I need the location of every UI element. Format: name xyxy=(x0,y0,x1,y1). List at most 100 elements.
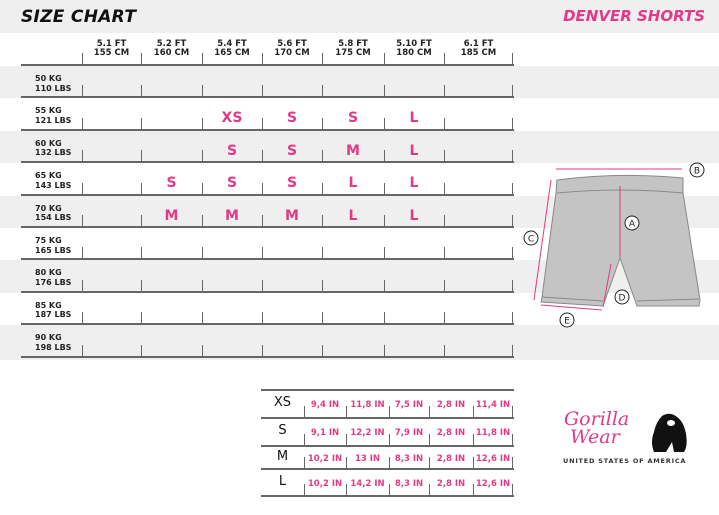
size-cell xyxy=(141,131,202,162)
height-ft: 5.1 FT xyxy=(96,39,127,49)
measurement-table-top-rule xyxy=(261,389,514,391)
size-cell: L xyxy=(322,163,384,194)
size-cell: S xyxy=(141,163,202,194)
weight-row: 80 KG 176 LBS xyxy=(21,260,514,293)
height-cm: 160 CM xyxy=(153,48,190,58)
weight-lbs: 176 LBS xyxy=(35,277,72,287)
row-band xyxy=(0,66,719,99)
measurement-value: 8,3 IN xyxy=(389,470,429,495)
weight-label: 85 KG 187 LBS xyxy=(35,301,71,320)
size-cell xyxy=(444,131,513,162)
height-cm: 180 CM xyxy=(396,48,432,58)
size-cell xyxy=(82,260,141,292)
weight-lbs: 143 LBS xyxy=(35,180,72,190)
measurement-size-label: M xyxy=(276,448,289,464)
measurement-value: 12,2 IN xyxy=(346,419,389,445)
measurement-value: 9,4 IN xyxy=(304,391,346,417)
weight-label: 65 KG 143 LBS xyxy=(35,171,71,190)
height-ft: 5.2 FT xyxy=(156,39,187,49)
size-cell xyxy=(444,66,513,97)
height-cm: 185 CM xyxy=(460,48,497,58)
height-column-header: 5.4 FT 165 CM xyxy=(202,33,262,64)
height-column-header: 5.6 FT 170 CM xyxy=(262,33,322,64)
weight-row: 50 KG 110 LBS xyxy=(21,66,514,99)
size-cell: XS xyxy=(202,98,262,130)
row-band xyxy=(0,130,719,164)
weight-label: 50 KG 110 LBS xyxy=(35,74,71,93)
height-cm: 155 CM xyxy=(93,48,130,58)
size-cell: S xyxy=(262,131,322,162)
measurement-value: 11,4 IN xyxy=(473,391,513,417)
height-ft: 6.1 FT xyxy=(463,39,494,49)
height-cm: 170 CM xyxy=(274,48,310,58)
size-cell: L xyxy=(384,163,444,194)
size-cell: L xyxy=(322,196,384,227)
measurement-value: 2,8 IN xyxy=(429,391,473,417)
measurement-value: 12,6 IN xyxy=(473,447,513,468)
size-cell xyxy=(82,325,141,356)
measurement-row: M 10,2 IN 13 IN 8,3 IN 2,8 IN 12,6 IN xyxy=(261,447,514,470)
size-cell: M xyxy=(141,196,202,227)
size-cell: S xyxy=(202,163,262,194)
size-cell xyxy=(384,293,444,324)
measurement-size-label: L xyxy=(278,473,287,489)
size-cell xyxy=(384,260,444,292)
size-cell: S xyxy=(262,163,322,194)
height-column-header: 5.1 FT 155 CM xyxy=(82,33,141,64)
size-cell xyxy=(322,260,384,292)
title-bar: SIZE CHART DENVER SHORTS xyxy=(0,0,719,33)
size-cell xyxy=(141,260,202,292)
measurement-value: 2,8 IN xyxy=(429,419,473,445)
weight-kg: 90 KG xyxy=(35,333,62,343)
weight-row: 75 KG 165 LBS xyxy=(21,228,514,261)
size-cell xyxy=(444,260,513,292)
measurement-value: 12,6 IN xyxy=(473,470,513,495)
measurement-value: 7,9 IN xyxy=(389,419,429,445)
label-d: D xyxy=(619,294,626,304)
size-cell xyxy=(444,163,513,194)
size-cell xyxy=(82,98,141,130)
label-c: C xyxy=(528,235,534,245)
size-cell xyxy=(82,131,141,162)
measurement-value: 9,1 IN xyxy=(304,419,346,445)
weight-lbs: 187 LBS xyxy=(35,310,72,320)
weight-label: 90 KG 198 LBS xyxy=(35,333,71,352)
size-cell xyxy=(444,325,513,356)
shorts-diagram: B A C D E xyxy=(523,162,705,328)
weight-label: 80 KG 176 LBS xyxy=(35,268,71,287)
weight-kg: 65 KG xyxy=(35,171,62,181)
logo-script: Gorilla Wear xyxy=(564,408,630,448)
weight-lbs: 132 LBS xyxy=(35,148,72,158)
size-cell xyxy=(82,66,141,97)
weight-row: 65 KG 143 LBS S S S L L xyxy=(21,163,514,196)
size-cell xyxy=(322,293,384,324)
height-cm: 165 CM xyxy=(214,48,250,58)
weight-kg: 50 KG xyxy=(35,74,62,83)
page-title: SIZE CHART xyxy=(21,7,137,27)
size-cell xyxy=(322,66,384,97)
height-column-header: 5.10 FT 180 CM xyxy=(384,33,444,64)
weight-label: 75 KG 165 LBS xyxy=(35,236,71,255)
measurement-value: 7,5 IN xyxy=(389,391,429,417)
gorilla-wear-logo: Gorilla Wear UNITED STATES OF AMERICA xyxy=(560,410,700,470)
size-cell xyxy=(141,325,202,356)
measurement-value: 10,2 IN xyxy=(304,447,346,468)
size-cell xyxy=(262,260,322,292)
label-e: E xyxy=(564,317,570,327)
measurement-size-label: XS xyxy=(273,395,292,410)
height-column-header: 6.1 FT 185 CM xyxy=(444,33,513,64)
size-cell xyxy=(82,293,141,324)
weight-lbs: 165 LBS xyxy=(35,245,72,255)
weight-lbs: 198 LBS xyxy=(35,342,72,352)
weight-row: 55 KG 121 LBS XS S S L xyxy=(21,98,514,131)
weight-lbs: 154 LBS xyxy=(35,213,72,223)
product-name: DENVER SHORTS xyxy=(563,7,705,25)
weight-row: 70 KG 154 LBS M M M L L xyxy=(21,196,514,228)
measurement-value: 2,8 IN xyxy=(429,470,473,495)
size-cell xyxy=(82,196,141,227)
size-cell xyxy=(322,228,384,259)
gorilla-icon xyxy=(652,413,687,452)
size-cell xyxy=(82,163,141,194)
size-cell: L xyxy=(384,196,444,227)
size-cell xyxy=(444,196,513,227)
